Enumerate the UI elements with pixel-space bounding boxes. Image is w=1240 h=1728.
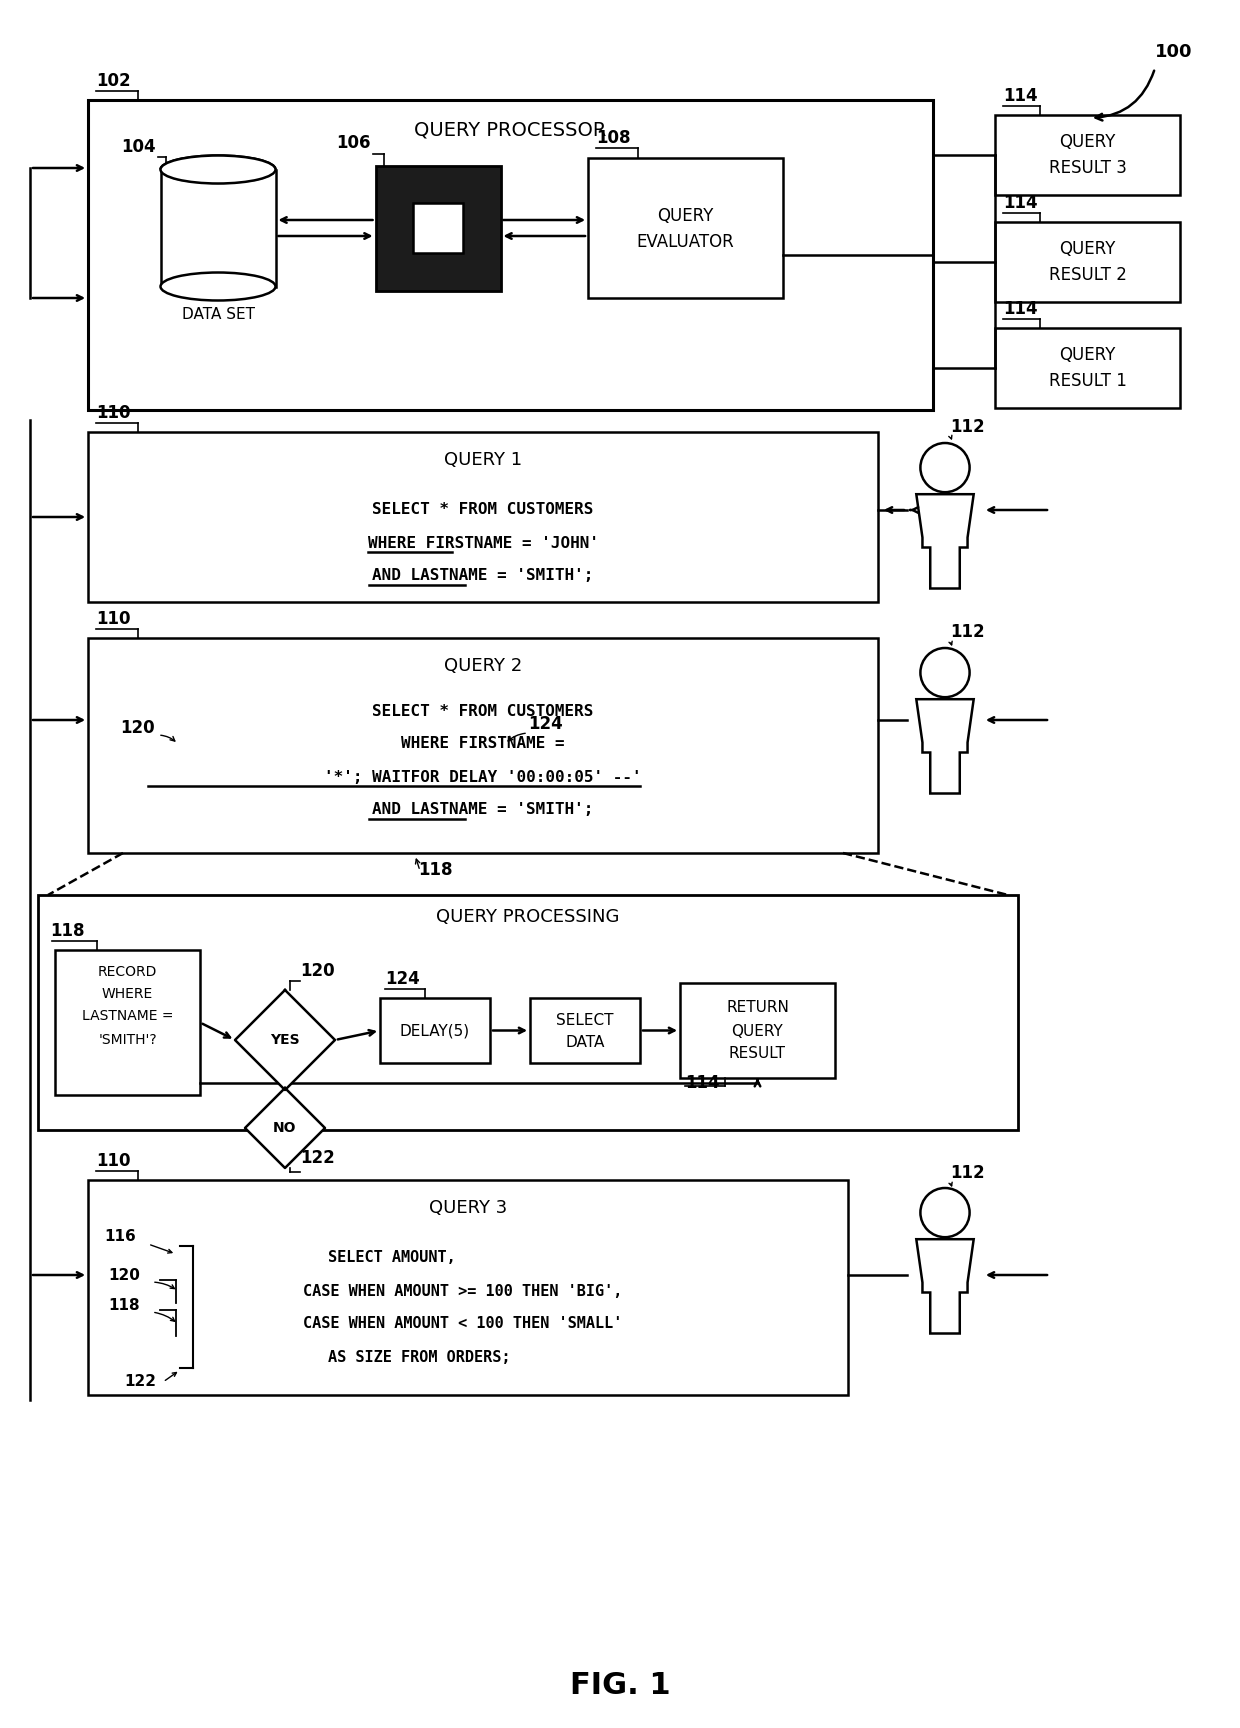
Bar	[38, 895, 1018, 1130]
Text: AS SIZE FROM ORDERS;: AS SIZE FROM ORDERS;	[329, 1350, 511, 1365]
Text: 110: 110	[95, 610, 130, 627]
Polygon shape	[916, 494, 973, 589]
Text: SELECT: SELECT	[557, 1013, 614, 1028]
Text: YES: YES	[270, 1033, 300, 1047]
Text: RESULT 3: RESULT 3	[1049, 159, 1126, 176]
Text: 104: 104	[120, 138, 155, 156]
Text: 120: 120	[120, 719, 155, 738]
Text: QUERY: QUERY	[1059, 240, 1116, 257]
Bar	[88, 432, 878, 601]
Text: AND LASTNAME = 'SMITH';: AND LASTNAME = 'SMITH';	[372, 569, 594, 584]
Text: 120: 120	[108, 1268, 140, 1282]
Text: 110: 110	[95, 1153, 130, 1170]
Text: 122: 122	[300, 1149, 335, 1166]
Text: QUERY PROCESSING: QUERY PROCESSING	[436, 907, 620, 926]
Text: 102: 102	[95, 73, 130, 90]
Bar	[160, 169, 275, 287]
Polygon shape	[246, 1089, 325, 1168]
Bar	[55, 950, 200, 1096]
Text: SELECT * FROM CUSTOMERS: SELECT * FROM CUSTOMERS	[372, 703, 594, 719]
Text: 124: 124	[528, 715, 563, 733]
Bar	[680, 983, 835, 1078]
Text: RESULT 1: RESULT 1	[1049, 372, 1126, 391]
Text: RESULT: RESULT	[729, 1045, 786, 1061]
Text: 120: 120	[300, 962, 335, 980]
Ellipse shape	[160, 273, 275, 301]
Text: LASTNAME =: LASTNAME =	[82, 1009, 174, 1023]
Text: WHERE FIRSTNAME = 'JOHN': WHERE FIRSTNAME = 'JOHN'	[367, 536, 599, 551]
Text: 114: 114	[684, 1075, 719, 1092]
Text: 114: 114	[1003, 194, 1038, 213]
Text: QUERY 1: QUERY 1	[444, 451, 522, 468]
Ellipse shape	[160, 156, 275, 183]
Text: RECORD: RECORD	[98, 964, 157, 980]
Text: SELECT * FROM CUSTOMERS: SELECT * FROM CUSTOMERS	[372, 503, 594, 517]
Circle shape	[920, 1189, 970, 1237]
Text: 108: 108	[596, 130, 630, 147]
Text: NO: NO	[273, 1121, 296, 1135]
Polygon shape	[916, 700, 973, 793]
Text: QUERY: QUERY	[732, 1023, 784, 1039]
Text: EVALUATOR: EVALUATOR	[636, 233, 734, 251]
Text: DATA SET: DATA SET	[181, 308, 254, 321]
Circle shape	[920, 648, 970, 696]
Text: RESULT 2: RESULT 2	[1049, 266, 1126, 283]
Text: QUERY: QUERY	[657, 207, 714, 225]
Text: QUERY PROCESSOR: QUERY PROCESSOR	[414, 121, 606, 140]
Text: 118: 118	[418, 861, 453, 880]
Text: QUERY 3: QUERY 3	[429, 1199, 507, 1217]
Bar	[994, 116, 1180, 195]
Text: QUERY: QUERY	[1059, 346, 1116, 365]
Text: DATA: DATA	[565, 1035, 605, 1051]
Bar	[994, 221, 1180, 302]
Text: CASE WHEN AMOUNT >= 100 THEN 'BIG',: CASE WHEN AMOUNT >= 100 THEN 'BIG',	[303, 1284, 622, 1298]
Text: 114: 114	[1003, 86, 1038, 105]
Text: 124: 124	[384, 969, 420, 988]
Text: DELAY(5): DELAY(5)	[401, 1023, 470, 1039]
Bar	[88, 638, 878, 854]
Text: QUERY: QUERY	[1059, 133, 1116, 150]
Text: 112: 112	[950, 418, 985, 435]
Text: 'SMITH'?: 'SMITH'?	[98, 1033, 156, 1047]
Text: AND LASTNAME = 'SMITH';: AND LASTNAME = 'SMITH';	[372, 802, 594, 817]
Text: QUERY 2: QUERY 2	[444, 657, 522, 676]
Text: '*'; WAITFOR DELAY '00:00:05' --': '*'; WAITFOR DELAY '00:00:05' --'	[324, 769, 642, 785]
Text: 100: 100	[1154, 43, 1193, 60]
Bar	[88, 100, 932, 410]
Text: RETURN: RETURN	[727, 1001, 789, 1016]
Text: 106: 106	[336, 133, 371, 152]
Bar	[413, 202, 463, 252]
Text: 114: 114	[1003, 301, 1038, 318]
Polygon shape	[236, 990, 335, 1090]
Bar	[529, 999, 640, 1063]
Text: 112: 112	[950, 624, 985, 641]
Polygon shape	[916, 1239, 973, 1334]
Text: 118: 118	[50, 923, 84, 940]
Text: 112: 112	[950, 1165, 985, 1182]
Text: FIG. 1: FIG. 1	[569, 1671, 671, 1700]
Text: WHERE FIRSTNAME =: WHERE FIRSTNAME =	[402, 736, 564, 752]
Circle shape	[920, 442, 970, 492]
Text: WHERE: WHERE	[102, 987, 153, 1001]
Text: 118: 118	[108, 1298, 140, 1313]
Text: CASE WHEN AMOUNT < 100 THEN 'SMALL': CASE WHEN AMOUNT < 100 THEN 'SMALL'	[303, 1317, 622, 1332]
Bar	[588, 157, 782, 297]
Bar	[994, 328, 1180, 408]
Bar	[379, 999, 490, 1063]
Bar	[376, 166, 501, 290]
Bar	[88, 1180, 848, 1394]
Text: SELECT AMOUNT,: SELECT AMOUNT,	[329, 1251, 456, 1265]
Text: 122: 122	[124, 1374, 156, 1389]
Text: 116: 116	[104, 1229, 136, 1244]
Text: 110: 110	[95, 404, 130, 422]
